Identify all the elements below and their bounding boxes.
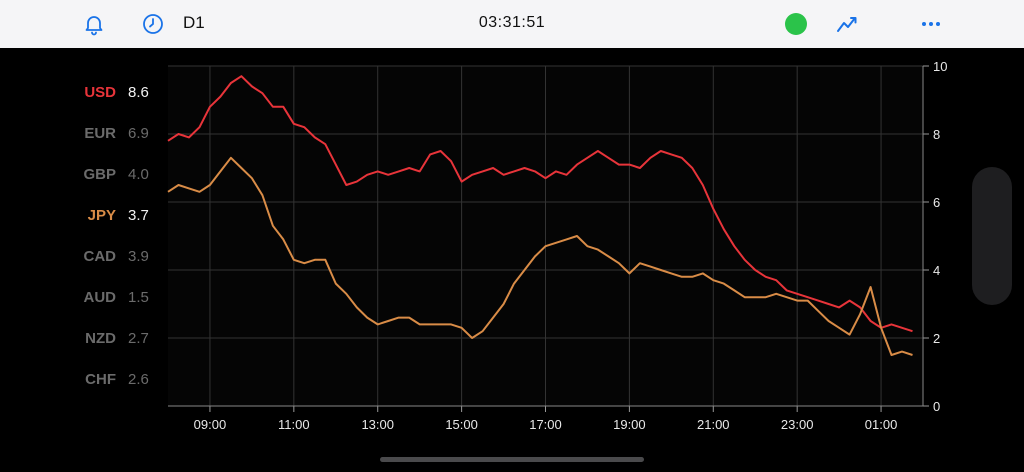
y-tick-label: 10 [933, 59, 947, 74]
legend-item-jpy[interactable]: JPY 3.7 [60, 203, 149, 227]
legend-value: 1.5 [128, 288, 149, 306]
line-chart-icon[interactable] [834, 10, 862, 38]
currency-strength-chart: 0 2 4 6 8 10 09:00 11:00 13:00 15:00 17:00 19:00 21:… [167, 59, 947, 432]
y-tick-label: 6 [933, 195, 940, 210]
top-toolbar: D1 03:31:51 [0, 0, 1024, 48]
y-tick-label: 0 [933, 399, 940, 414]
x-tick-label: 15:00 [445, 417, 478, 432]
legend-item-eur[interactable]: EUR 6.9 [60, 121, 149, 145]
clock-icon[interactable] [139, 10, 167, 38]
legend-item-aud[interactable]: AUD 1.5 [60, 285, 149, 309]
legend-code: JPY [87, 206, 116, 224]
x-tick-label: 21:00 [697, 417, 730, 432]
x-tick-label: 17:00 [529, 417, 562, 432]
clock-time-label: 03:31:51 [478, 14, 546, 31]
legend-value: 4.0 [128, 165, 149, 183]
legend-code: NZD [85, 329, 116, 347]
legend-item-chf[interactable]: CHF 2.6 [60, 367, 149, 391]
home-indicator [380, 457, 644, 462]
series-line-jpy [167, 156, 913, 356]
x-tick-label: 01:00 [865, 417, 898, 432]
legend-value: 3.7 [128, 206, 149, 224]
y-tick-label: 4 [933, 263, 940, 278]
legend-code: AUD [83, 288, 117, 306]
series-line-usd [167, 75, 913, 333]
legend-item-cad[interactable]: CAD 3.9 [60, 244, 149, 268]
legend-value: 6.9 [128, 124, 149, 142]
legend-item-nzd[interactable]: NZD 2.7 [60, 326, 149, 350]
legend-code: CAD [83, 247, 117, 265]
legend-item-usd[interactable]: USD 8.6 [60, 80, 149, 104]
legend-value: 8.6 [128, 83, 149, 101]
more-icon[interactable] [917, 10, 945, 38]
legend-item-gbp[interactable]: GBP 4.0 [60, 162, 149, 186]
connection-status-dot [785, 13, 807, 35]
x-tick-label: 11:00 [278, 417, 310, 432]
legend-code: USD [84, 83, 116, 101]
timeframe-button[interactable]: D1 [183, 13, 205, 32]
x-tick-label: 09:00 [194, 417, 227, 432]
x-tick-label: 13:00 [361, 417, 394, 432]
legend-code: EUR [84, 124, 116, 142]
legend-value: 2.6 [128, 370, 149, 388]
x-tick-label: 19:00 [613, 417, 646, 432]
legend-value: 2.7 [128, 329, 149, 347]
x-tick-label: 23:00 [781, 417, 814, 432]
legend-code: GBP [83, 165, 116, 183]
y-tick-label: 2 [933, 331, 940, 346]
side-panel-handle[interactable] [972, 167, 1012, 305]
legend-code: CHF [85, 370, 116, 388]
legend-value: 3.9 [128, 247, 149, 265]
y-tick-label: 8 [933, 127, 940, 142]
bell-icon[interactable] [80, 10, 108, 38]
